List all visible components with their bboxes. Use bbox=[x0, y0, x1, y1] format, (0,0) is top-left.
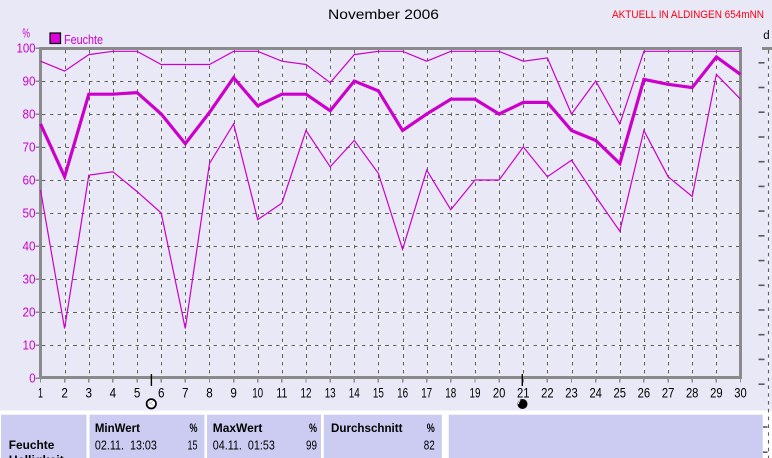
svg-text:60: 60 bbox=[23, 173, 36, 188]
svg-text:19: 19 bbox=[470, 386, 481, 401]
svg-text:40: 40 bbox=[23, 239, 36, 254]
svg-text:02.11. 13:03: 02.11. 13:03 bbox=[95, 438, 157, 453]
svg-text:8: 8 bbox=[206, 386, 213, 401]
svg-text:80: 80 bbox=[23, 107, 36, 122]
svg-text:25: 25 bbox=[614, 386, 627, 401]
svg-text:13: 13 bbox=[325, 386, 336, 401]
svg-text:9: 9 bbox=[230, 386, 237, 401]
svg-text:27: 27 bbox=[662, 386, 675, 401]
svg-text:90: 90 bbox=[23, 74, 36, 89]
svg-text:10: 10 bbox=[252, 386, 263, 401]
svg-text:6: 6 bbox=[158, 386, 165, 401]
svg-text:28: 28 bbox=[686, 386, 699, 401]
svg-text:%: % bbox=[427, 423, 435, 435]
svg-text:Feuchte: Feuchte bbox=[9, 440, 55, 452]
svg-text:11: 11 bbox=[276, 386, 287, 401]
svg-text:3: 3 bbox=[86, 386, 93, 401]
svg-text:100: 100 bbox=[17, 41, 36, 56]
svg-text:29: 29 bbox=[710, 386, 723, 401]
svg-text:16: 16 bbox=[397, 386, 408, 401]
svg-text:82: 82 bbox=[424, 438, 435, 453]
svg-text:30: 30 bbox=[734, 386, 747, 401]
svg-text:26: 26 bbox=[638, 386, 651, 401]
svg-text:Feuchte: Feuchte bbox=[64, 32, 103, 47]
svg-text:0: 0 bbox=[29, 371, 35, 386]
svg-text:50: 50 bbox=[23, 206, 36, 221]
svg-text:1: 1 bbox=[38, 386, 43, 401]
svg-text:5: 5 bbox=[134, 386, 141, 401]
svg-text:22: 22 bbox=[541, 386, 554, 401]
svg-text:Helligkeit: Helligkeit bbox=[9, 455, 64, 458]
svg-text:14: 14 bbox=[349, 386, 360, 401]
svg-text:10: 10 bbox=[23, 338, 36, 353]
svg-text:2: 2 bbox=[61, 386, 68, 401]
svg-text:MinWert: MinWert bbox=[95, 423, 140, 435]
svg-text:7: 7 bbox=[182, 386, 189, 401]
svg-text:%: % bbox=[22, 25, 30, 40]
svg-text:MaxWert: MaxWert bbox=[213, 423, 263, 435]
svg-text:Durchschnitt: Durchschnitt bbox=[331, 423, 403, 435]
svg-text:70: 70 bbox=[23, 140, 36, 155]
svg-text:AKTUELL IN ALDINGEN 654mNN: AKTUELL IN ALDINGEN 654mNN bbox=[612, 9, 764, 21]
svg-text:15: 15 bbox=[188, 438, 198, 453]
svg-text:21: 21 bbox=[517, 386, 530, 401]
svg-text:18: 18 bbox=[445, 386, 456, 401]
svg-text:November 2006: November 2006 bbox=[328, 6, 439, 22]
svg-text:d: d bbox=[763, 30, 769, 42]
svg-text:15: 15 bbox=[373, 386, 384, 401]
svg-text:17: 17 bbox=[421, 386, 432, 401]
svg-text:24: 24 bbox=[589, 386, 602, 401]
svg-text:20: 20 bbox=[493, 386, 506, 401]
svg-text:30: 30 bbox=[23, 272, 36, 287]
svg-text:99: 99 bbox=[306, 438, 317, 453]
svg-text:04.11. 01:53: 04.11. 01:53 bbox=[213, 438, 275, 453]
svg-text:23: 23 bbox=[565, 386, 578, 401]
svg-text:20: 20 bbox=[23, 305, 36, 320]
svg-text:12: 12 bbox=[301, 386, 312, 401]
svg-text:%: % bbox=[309, 423, 317, 435]
svg-text:4: 4 bbox=[110, 386, 117, 401]
svg-text:%: % bbox=[190, 423, 198, 435]
